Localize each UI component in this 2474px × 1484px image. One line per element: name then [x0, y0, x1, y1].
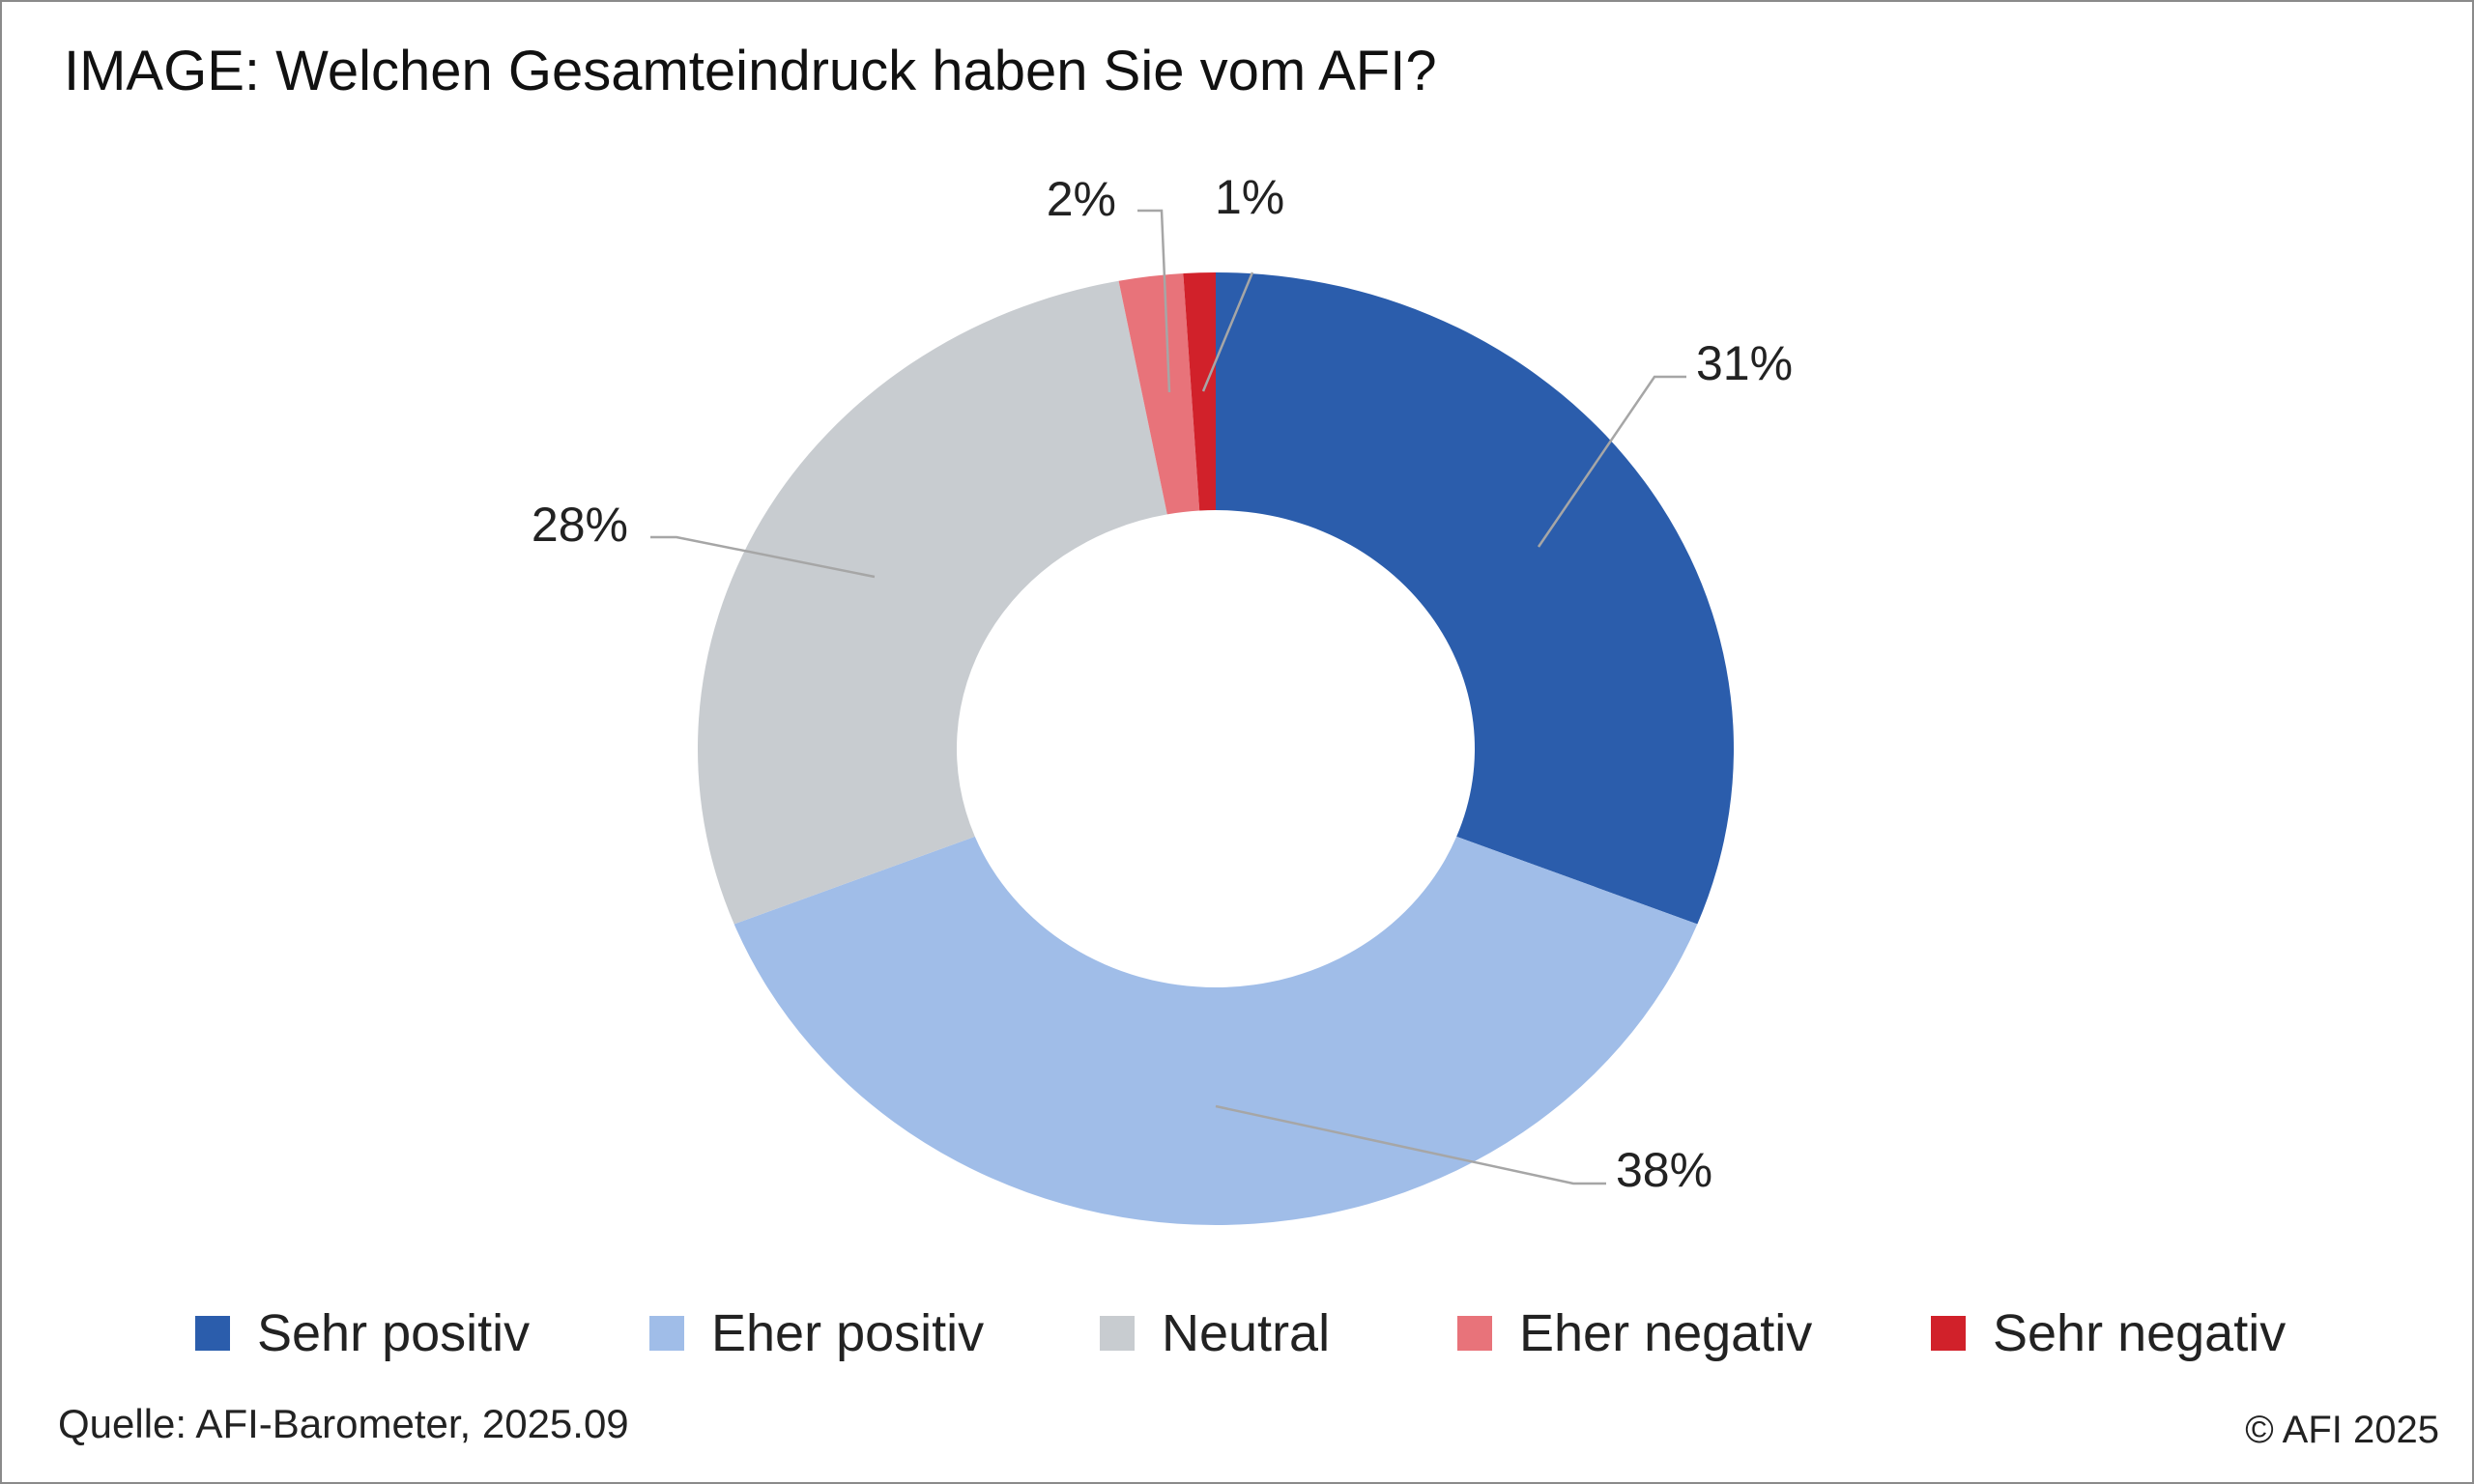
leader-line-eher-positiv — [1215, 1104, 1606, 1185]
legend-label: Eher positiv — [711, 1304, 985, 1362]
donut-slice-eher-positiv — [734, 836, 1698, 1225]
legend: Sehr positiv Eher positiv Neutral Eher nega… — [0, 1299, 2474, 1367]
legend-item-sehr-negativ: Sehr negativ — [1931, 1299, 2286, 1367]
leader-line-sehr-negativ — [1201, 271, 1254, 392]
leader-line-neutral — [650, 535, 876, 579]
donut-slice-sehr-positiv — [1216, 272, 1735, 925]
data-label-eher-positiv: 38% — [1616, 1143, 1712, 1197]
data-labels: 31% 38% 28% 2% 1% — [532, 170, 1793, 1197]
legend-item-sehr-positiv: Sehr positiv — [195, 1299, 530, 1367]
data-label-sehr-negativ: 1% — [1215, 170, 1284, 224]
donut-slice-eher-negativ — [1118, 272, 1200, 515]
legend-swatch — [1457, 1316, 1492, 1351]
legend-label: Sehr positiv — [257, 1304, 531, 1362]
legend-item-eher-positiv: Eher positiv — [649, 1299, 984, 1367]
legend-item-eher-negativ: Eher negativ — [1457, 1299, 1812, 1367]
leader-line-eher-negativ — [1137, 209, 1171, 393]
legend-swatch — [649, 1316, 684, 1351]
label-leader-lines — [650, 209, 1686, 1185]
donut-slice-sehr-negativ — [1183, 272, 1216, 511]
source-note: Quelle: AFI-Barometer, 2025.09 — [58, 1401, 629, 1446]
legend-swatch — [195, 1316, 230, 1351]
legend-swatch — [1100, 1316, 1135, 1351]
chart-title: IMAGE: Welchen Gesamteindruck haben Sie … — [64, 40, 1437, 102]
donut-slices — [698, 272, 1735, 1225]
copyright-note: © AFI 2025 — [2245, 1409, 2439, 1451]
data-label-eher-negativ: 2% — [1047, 172, 1116, 226]
legend-swatch — [1931, 1316, 1966, 1351]
donut-slice-neutral — [698, 280, 1167, 925]
legend-label: Sehr negativ — [1993, 1304, 2287, 1362]
data-label-neutral: 28% — [532, 498, 628, 552]
legend-label: Eher negativ — [1519, 1304, 1813, 1362]
leader-line-sehr-positiv — [1537, 375, 1686, 548]
data-label-sehr-positiv: 31% — [1696, 336, 1793, 390]
legend-item-neutral: Neutral — [1100, 1299, 1330, 1367]
legend-label: Neutral — [1162, 1304, 1331, 1362]
